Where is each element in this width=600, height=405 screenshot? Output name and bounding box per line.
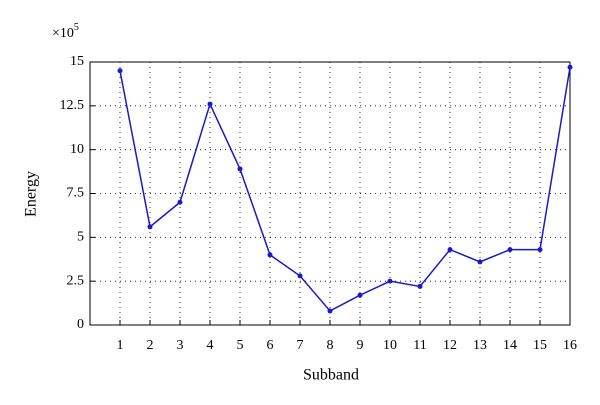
y-tick-label: 5 xyxy=(77,230,84,245)
y-tick-label: 0 xyxy=(77,317,84,332)
y-tick-label: 15 xyxy=(70,54,84,69)
x-tick-label: 6 xyxy=(267,338,274,353)
data-point xyxy=(387,278,393,284)
x-tick-label: 12 xyxy=(443,338,457,353)
data-point xyxy=(357,292,363,298)
x-tick-label: 15 xyxy=(533,338,547,353)
x-tick-label: 9 xyxy=(357,338,364,353)
data-point xyxy=(417,283,423,289)
x-tick-label: 2 xyxy=(147,338,154,353)
data-point xyxy=(477,259,483,265)
data-point xyxy=(267,252,273,258)
multiplier-exponent: 5 xyxy=(74,22,79,33)
y-tick-label: 7.5 xyxy=(67,186,85,201)
x-tick-label: 11 xyxy=(413,338,426,353)
data-point xyxy=(567,64,573,70)
x-axis-label: Subband xyxy=(303,367,359,384)
y-tick-label: 2.5 xyxy=(67,273,85,288)
x-tick-label: 7 xyxy=(297,338,304,353)
series-line xyxy=(119,67,571,312)
x-tick-label: 3 xyxy=(177,338,184,353)
y-axis-label: Energy xyxy=(23,171,40,217)
x-tick-label: 14 xyxy=(503,338,517,353)
x-tick-label: 4 xyxy=(207,338,214,353)
y-tick-label: 12.5 xyxy=(60,98,85,113)
data-point xyxy=(447,247,453,253)
data-point xyxy=(177,199,183,205)
x-tick-label: 10 xyxy=(383,338,397,353)
x-tick-label: 16 xyxy=(563,338,577,353)
data-point xyxy=(537,247,543,253)
x-tick-label: 13 xyxy=(473,338,487,353)
x-tick-label: 5 xyxy=(237,338,244,353)
y-tick-label: 10 xyxy=(70,142,84,157)
x-tick-label: 8 xyxy=(327,338,334,353)
data-point xyxy=(237,166,243,172)
y-multiplier: ×105 xyxy=(52,22,79,41)
data-point xyxy=(117,68,123,74)
data-point xyxy=(297,273,303,279)
data-point xyxy=(327,308,333,314)
data-point xyxy=(507,247,513,253)
x-tick-label: 1 xyxy=(117,338,124,353)
multiplier-base: ×10 xyxy=(52,26,74,41)
data-point xyxy=(147,224,153,230)
data-point xyxy=(207,101,213,107)
